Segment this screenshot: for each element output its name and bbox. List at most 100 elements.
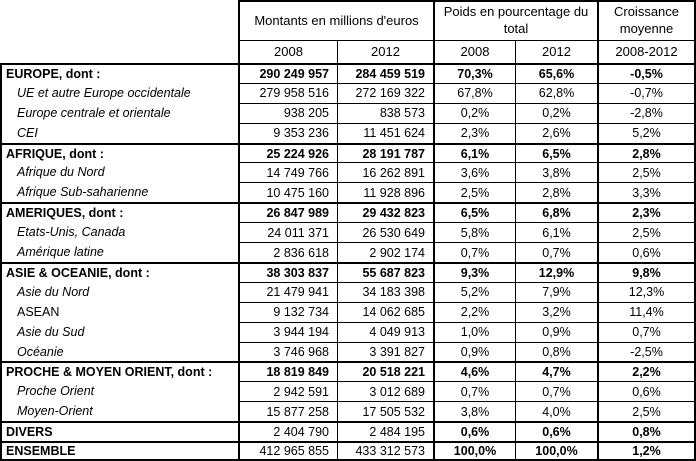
- amount-2008: 9 132 734: [238, 301, 337, 322]
- header-poids: Poids en pourcentage du total: [433, 0, 597, 40]
- share-2012: 12,9%: [515, 261, 597, 282]
- share-2012: 0,7%: [515, 242, 597, 262]
- region-label: Moyen-Orient: [0, 401, 238, 422]
- amount-2012: 28 191 787: [337, 142, 433, 163]
- region-label: Océanie: [0, 341, 238, 362]
- amount-2012: 2 902 174: [337, 242, 433, 262]
- growth-value: 0,6%: [597, 381, 696, 402]
- growth-value: 2,5%: [597, 401, 696, 422]
- region-label: Asie du Nord: [0, 281, 238, 302]
- share-2008: 0,7%: [433, 242, 515, 262]
- share-2012: 6,5%: [515, 142, 597, 163]
- amount-2008: 2 836 618: [238, 242, 337, 262]
- share-2012: 100,0%: [515, 441, 597, 461]
- amount-2008: 9 353 236: [238, 122, 337, 143]
- share-2008: 3,6%: [433, 162, 515, 183]
- amount-2012: 11 928 896: [337, 182, 433, 203]
- amount-2008: 290 249 957: [238, 63, 337, 83]
- share-2008: 0,6%: [433, 421, 515, 442]
- region-label: ASEAN: [0, 301, 238, 322]
- amount-2012: 272 169 322: [337, 82, 433, 103]
- region-label: Afrique du Nord: [0, 162, 238, 183]
- amount-2012: 29 432 823: [337, 202, 433, 223]
- share-2008: 2,5%: [433, 182, 515, 203]
- amount-2008: 24 011 371: [238, 222, 337, 243]
- region-label: Proche Orient: [0, 381, 238, 402]
- share-2008: 5,8%: [433, 222, 515, 243]
- region-label: EUROPE, dont :: [0, 63, 238, 83]
- amount-2008: 3 746 968: [238, 341, 337, 362]
- share-2012: 2,6%: [515, 122, 597, 143]
- growth-value: -2,5%: [597, 341, 696, 362]
- share-2008: 0,9%: [433, 341, 515, 362]
- amount-2012: 34 183 398: [337, 281, 433, 302]
- share-2008: 9,3%: [433, 261, 515, 282]
- amount-2008: 25 224 926: [238, 142, 337, 163]
- amount-2012: 17 505 532: [337, 401, 433, 422]
- growth-value: 0,6%: [597, 242, 696, 262]
- share-2012: 0,8%: [515, 341, 597, 362]
- share-2008: 3,8%: [433, 401, 515, 422]
- share-2008: 1,0%: [433, 321, 515, 342]
- region-label: Afrique Sub-saharienne: [0, 182, 238, 203]
- share-2012: 0,6%: [515, 421, 597, 442]
- region-label: UE et autre Europe occidentale: [0, 82, 238, 103]
- amount-2008: 14 749 766: [238, 162, 337, 183]
- share-2008: 0,2%: [433, 102, 515, 123]
- amount-2012: 3 391 827: [337, 341, 433, 362]
- share-2012: 3,8%: [515, 162, 597, 183]
- growth-value: 2,5%: [597, 162, 696, 183]
- share-2012: 3,2%: [515, 301, 597, 322]
- header-croissance: Croissance moyenne: [597, 0, 696, 40]
- share-2012: 62,8%: [515, 82, 597, 103]
- share-2008: 4,6%: [433, 361, 515, 382]
- region-label: ASIE & OCEANIE, dont :: [0, 261, 238, 282]
- region-label: AFRIQUE, dont :: [0, 142, 238, 163]
- amount-2008: 3 944 194: [238, 321, 337, 342]
- region-label: CEI: [0, 122, 238, 143]
- amount-2012: 14 062 685: [337, 301, 433, 322]
- share-2008: 6,1%: [433, 142, 515, 163]
- region-label: DIVERS: [0, 421, 238, 442]
- amount-2012: 284 459 519: [337, 63, 433, 83]
- share-2008: 70,3%: [433, 63, 515, 83]
- region-label: PROCHE & MOYEN ORIENT, dont :: [0, 361, 238, 382]
- amount-2012: 4 049 913: [337, 321, 433, 342]
- amount-2012: 16 262 891: [337, 162, 433, 183]
- growth-value: -0,5%: [597, 63, 696, 83]
- amount-2008: 279 958 516: [238, 82, 337, 103]
- share-2012: 65,6%: [515, 63, 597, 83]
- amount-2008: 2 404 790: [238, 421, 337, 442]
- share-2012: 0,7%: [515, 381, 597, 402]
- amount-2008: 38 303 837: [238, 261, 337, 282]
- amount-2012: 26 530 649: [337, 222, 433, 243]
- growth-value: 3,3%: [597, 182, 696, 203]
- amount-2008: 10 475 160: [238, 182, 337, 203]
- amount-2012: 11 451 624: [337, 122, 433, 143]
- amount-2012: 3 012 689: [337, 381, 433, 402]
- share-2012: 4,0%: [515, 401, 597, 422]
- share-2012: 6,8%: [515, 202, 597, 223]
- growth-value: 11,4%: [597, 301, 696, 322]
- growth-value: 0,7%: [597, 321, 696, 342]
- growth-value: 9,8%: [597, 261, 696, 282]
- share-2008: 100,0%: [433, 441, 515, 461]
- growth-value: 5,2%: [597, 122, 696, 143]
- amount-2012: 55 687 823: [337, 261, 433, 282]
- region-label: Amérique latine: [0, 242, 238, 262]
- header-year-montants-2008: 2008: [238, 40, 337, 63]
- amount-2012: 838 573: [337, 102, 433, 123]
- header-year-montants-2012: 2012: [337, 40, 433, 63]
- region-label: Asie du Sud: [0, 321, 238, 342]
- share-2012: 0,2%: [515, 102, 597, 123]
- amount-2008: 15 877 258: [238, 401, 337, 422]
- growth-value: 2,2%: [597, 361, 696, 382]
- header-empty-cell-top: [0, 0, 238, 40]
- growth-value: 12,3%: [597, 281, 696, 302]
- growth-value: 2,8%: [597, 142, 696, 163]
- share-2012: 7,9%: [515, 281, 597, 302]
- share-2012: 6,1%: [515, 222, 597, 243]
- share-2012: 2,8%: [515, 182, 597, 203]
- share-2008: 2,3%: [433, 122, 515, 143]
